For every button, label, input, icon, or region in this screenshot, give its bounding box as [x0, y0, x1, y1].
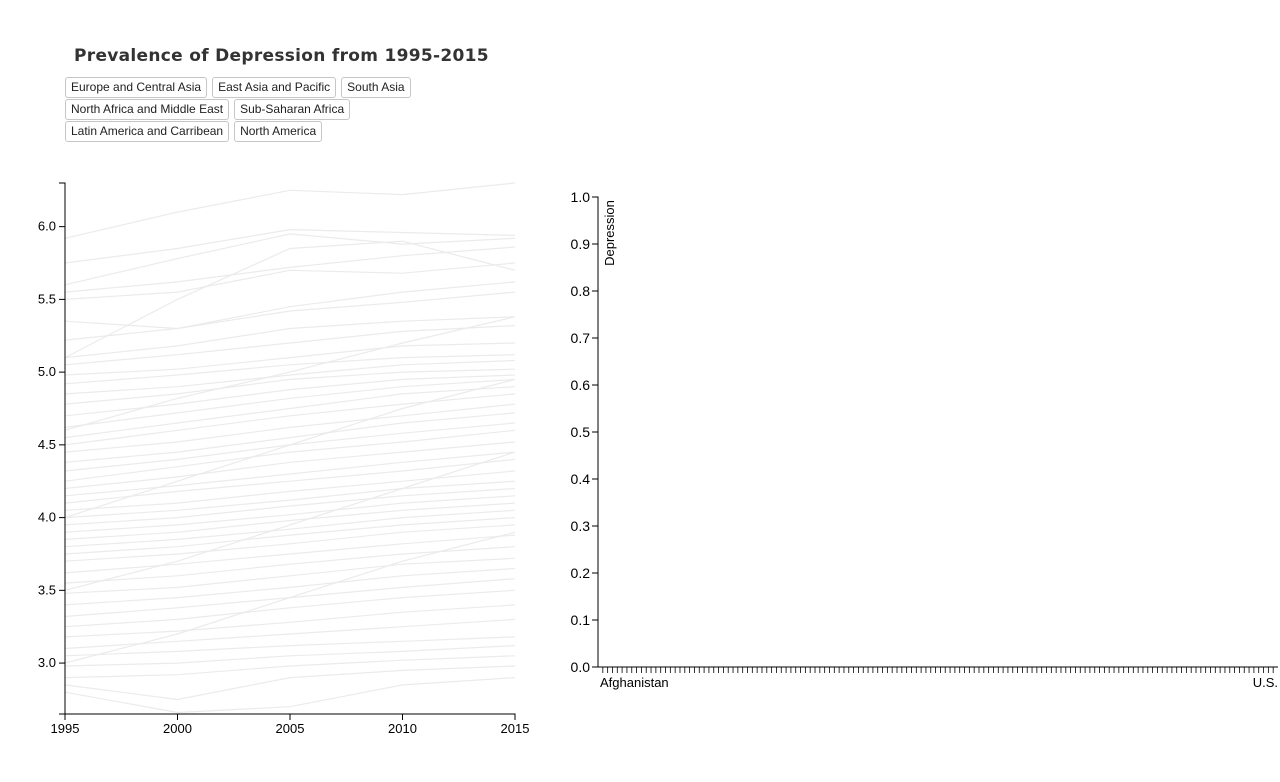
y-tick-label: 0.0: [571, 659, 591, 675]
series-line[interactable]: [65, 646, 515, 666]
region-button-north-america[interactable]: North America: [234, 121, 322, 142]
series-line[interactable]: [65, 471, 515, 510]
page-title: Prevalence of Depression from 1995-2015: [74, 46, 489, 66]
y-tick-label: 5.0: [38, 364, 56, 379]
series-line[interactable]: [65, 605, 515, 637]
y-tick-label: 0.6: [571, 377, 591, 393]
x-tick-label: 1995: [51, 721, 80, 736]
series-line[interactable]: [65, 590, 515, 626]
bar-chart-y-axis: 0.0 0.1 0.2 0.3 0.4 0.5 0.6 0.7 0.8 0.9 1.0: [571, 189, 598, 675]
y-tick-label: 5.5: [38, 291, 56, 306]
series-line[interactable]: [65, 656, 515, 678]
series-line[interactable]: [65, 379, 515, 427]
y-tick-label: 6.0: [38, 219, 56, 234]
series-line[interactable]: [65, 489, 515, 525]
y-tick-label: 0.2: [571, 565, 591, 581]
y-tick-label: 0.9: [571, 236, 591, 252]
series-line[interactable]: [65, 375, 515, 416]
region-button-north-africa-middle-east[interactable]: North Africa and Middle East: [65, 99, 229, 120]
series-line[interactable]: [65, 547, 515, 583]
y-tick-label: 4.5: [38, 437, 56, 452]
y-tick-label: 0.3: [571, 518, 591, 534]
series-line[interactable]: [65, 637, 515, 656]
series-line[interactable]: [65, 678, 515, 713]
series-line[interactable]: [65, 234, 515, 285]
y-tick-label: 3.5: [38, 582, 56, 597]
series-line[interactable]: [65, 503, 515, 539]
series-line[interactable]: [65, 317, 515, 431]
region-row: Latin America and Carribean North Americ…: [65, 121, 322, 142]
line-chart-series-group: [65, 183, 515, 713]
series-line[interactable]: [65, 481, 515, 517]
series-line[interactable]: [65, 423, 515, 471]
region-row: North Africa and Middle East Sub-Saharan…: [65, 99, 350, 120]
bar-chart: 0.0 0.1 0.2 0.3 0.4 0.5 0.6 0.7 0.8 0.9 1.0 Depres…: [560, 180, 1280, 740]
series-line[interactable]: [65, 241, 515, 357]
x-tick-label: 2005: [276, 721, 305, 736]
x-tick-label: Afghanistan: [600, 675, 669, 690]
bar-chart-x-axis: Afghanistan U.S.: [598, 667, 1278, 690]
y-tick-label: 1.0: [571, 189, 591, 205]
region-button-south-asia[interactable]: South Asia: [341, 77, 410, 98]
y-tick-label: 4.0: [38, 510, 56, 525]
region-row: Europe and Central Asia East Asia and Pa…: [65, 77, 411, 98]
x-tick-label: 2015: [501, 721, 530, 736]
region-button-sub-saharan-africa[interactable]: Sub-Saharan Africa: [234, 99, 350, 120]
x-tick-label: 2010: [388, 721, 417, 736]
series-line[interactable]: [65, 263, 515, 299]
series-line[interactable]: [65, 525, 515, 561]
series-line[interactable]: [65, 230, 515, 263]
y-tick-label: 0.1: [571, 612, 591, 628]
region-button-latin-america-carribean[interactable]: Latin America and Carribean: [65, 121, 229, 142]
y-tick-label: 0.7: [571, 330, 591, 346]
y-tick-label: 0.5: [571, 424, 591, 440]
series-line[interactable]: [65, 569, 515, 605]
line-chart: 3.0 3.5 4.0 4.5 5.0 5.5 6.0 1995 2000 2005 2010 20…: [0, 170, 560, 770]
line-chart-x-axis: 1995 2000 2005 2010 2015: [51, 714, 530, 736]
series-line[interactable]: [65, 518, 515, 554]
region-button-east-asia-pacific[interactable]: East Asia and Pacific: [212, 77, 336, 98]
x-tick-label: U.S.: [1253, 675, 1278, 690]
y-tick-label: 0.4: [571, 471, 591, 487]
series-line[interactable]: [65, 496, 515, 532]
region-button-europe-central-asia[interactable]: Europe and Central Asia: [65, 77, 207, 98]
series-line[interactable]: [65, 666, 515, 700]
line-chart-y-axis: 3.0 3.5 4.0 4.5 5.0 5.5 6.0: [38, 183, 65, 714]
y-axis-line: [59, 183, 65, 714]
series-line[interactable]: [65, 532, 515, 663]
series-line[interactable]: [65, 510, 515, 546]
y-tick-label: 3.0: [38, 655, 56, 670]
y-tick-label: 0.8: [571, 283, 591, 299]
series-line[interactable]: [65, 282, 515, 329]
x-tick-label: 2000: [163, 721, 192, 736]
bar-chart-y-label: Depression: [602, 200, 617, 266]
series-line[interactable]: [65, 558, 515, 593]
series-line[interactable]: [65, 387, 515, 438]
series-line[interactable]: [65, 535, 515, 573]
